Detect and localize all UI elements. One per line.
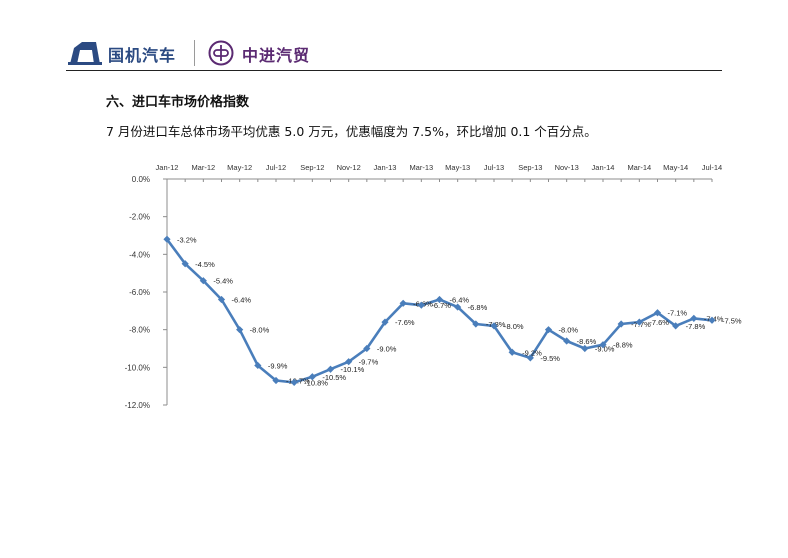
data-point (290, 378, 298, 386)
y-tick-label: -10.0% (125, 363, 150, 372)
circle-emblem-logo-icon (208, 40, 234, 66)
data-label: -6.7% (431, 301, 451, 310)
data-label: -6.8% (468, 303, 488, 312)
header-divider (194, 40, 195, 66)
y-tick-label: -6.0% (129, 288, 150, 297)
x-tick-label: May-13 (445, 163, 470, 172)
data-point (326, 365, 335, 373)
x-tick-label: Jul-12 (266, 163, 286, 172)
data-label: -3.2% (177, 235, 197, 244)
x-tick-label: Jan-12 (156, 163, 179, 172)
data-label: -7.6% (395, 318, 415, 327)
data-point (163, 235, 171, 243)
data-label: -10.8% (304, 378, 328, 387)
x-tick-label: Mar-14 (627, 163, 651, 172)
data-point (435, 295, 444, 304)
data-label: -7.7% (631, 320, 651, 329)
report-header: 国机汽车 中进汽贸 (66, 36, 722, 70)
data-point (599, 341, 607, 349)
data-label: -8.8% (613, 341, 633, 350)
data-label: -7.8% (686, 322, 706, 331)
data-label: -10.1% (341, 365, 365, 374)
data-point (708, 316, 716, 324)
x-tick-label: Jul-13 (484, 163, 504, 172)
x-tick-label: Jan-13 (374, 163, 397, 172)
data-point (181, 260, 189, 268)
data-label: -9.9% (268, 361, 288, 370)
x-tick-label: Nov-12 (337, 163, 361, 172)
data-point (526, 354, 534, 362)
y-tick-label: -2.0% (129, 213, 150, 222)
data-point (417, 301, 425, 309)
summary-text: 7 月份进口车总体市场平均优惠 5.0 万元，优惠幅度为 7.5%，环比增加 0… (106, 124, 597, 139)
data-label: -4.5% (195, 260, 215, 269)
data-label: -8.0% (250, 326, 270, 335)
data-label: -6.4% (450, 296, 470, 305)
data-point (345, 358, 353, 366)
data-label: -7.5% (722, 316, 742, 325)
data-point (272, 376, 280, 385)
x-tick-label: May-12 (227, 163, 252, 172)
data-label: -7.6% (649, 318, 669, 327)
data-label: -9.2% (522, 348, 542, 357)
data-label: -5.4% (213, 277, 233, 286)
y-tick-label: -8.0% (129, 326, 150, 335)
data-point (308, 373, 316, 381)
section-title: 六、进口车市场价格指数 (106, 95, 250, 110)
brand-left-name: 国机汽车 (108, 46, 177, 65)
x-tick-label: Jul-14 (702, 163, 722, 172)
data-point (508, 348, 516, 356)
data-label: -9.5% (540, 354, 560, 363)
x-tick-label: Nov-13 (555, 163, 579, 172)
brand-right-name: 中进汽贸 (242, 46, 311, 65)
x-tick-label: Mar-12 (191, 163, 215, 172)
data-point (635, 318, 643, 326)
data-label: -8.0% (559, 326, 579, 335)
data-label: -10.5% (322, 373, 346, 382)
data-point (399, 299, 407, 307)
data-point (363, 344, 371, 353)
car-roof-logo-icon (68, 42, 102, 65)
data-point (236, 326, 244, 334)
data-point (254, 361, 262, 370)
x-tick-label: Jan-14 (592, 163, 615, 172)
data-point (690, 314, 698, 322)
data-point (617, 320, 625, 328)
y-tick-label: -4.0% (129, 250, 150, 259)
data-point (581, 344, 589, 353)
data-label: -8.0% (504, 322, 524, 331)
header-rule (66, 70, 722, 71)
data-point (563, 337, 571, 345)
data-point (381, 318, 389, 326)
x-tick-label: Sep-13 (518, 163, 542, 172)
data-point (490, 322, 498, 330)
data-label: -6.4% (232, 296, 252, 305)
data-point (653, 309, 662, 317)
data-point (472, 320, 480, 328)
x-tick-label: Sep-12 (300, 163, 324, 172)
data-label: -9.7% (359, 358, 379, 367)
data-point (217, 295, 226, 304)
data-label: -9.0% (377, 345, 397, 354)
series-line (165, 238, 713, 384)
data-label: -9.0% (595, 345, 615, 354)
x-tick-label: May-14 (663, 163, 688, 172)
data-point (544, 326, 553, 334)
data-label: -7.1% (668, 309, 688, 318)
data-point (454, 303, 462, 311)
data-label: -10.7% (286, 377, 310, 386)
y-tick-label: 0.0% (132, 175, 150, 184)
data-label: -8.6% (577, 337, 597, 346)
y-tick-label: -12.0% (125, 401, 150, 410)
data-point (672, 322, 680, 330)
x-tick-label: Mar-13 (409, 163, 433, 172)
data-point (199, 277, 207, 285)
